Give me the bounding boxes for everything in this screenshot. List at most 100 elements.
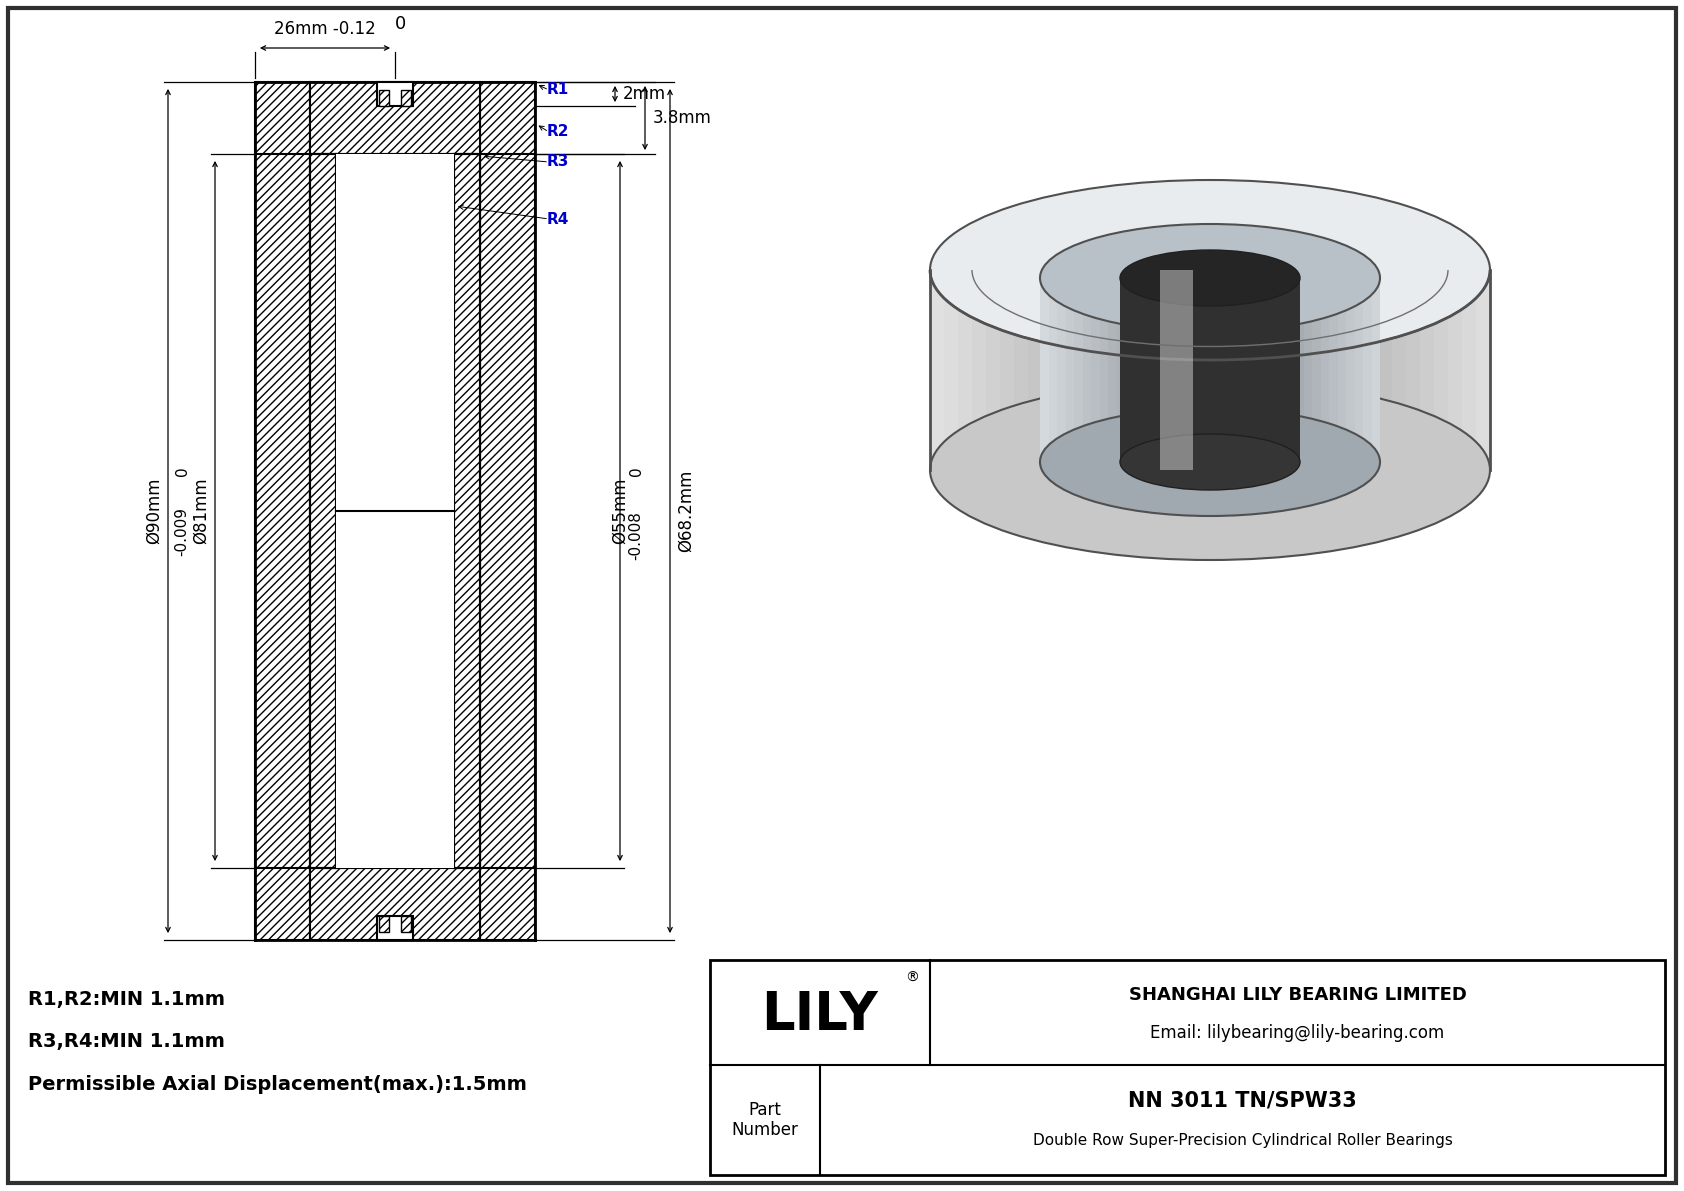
Bar (1042, 270, 1056, 470)
Bar (1159, 278, 1167, 463)
Bar (1150, 278, 1159, 463)
Bar (1219, 278, 1228, 463)
Bar (1000, 270, 1014, 470)
Text: 26mm -0.12: 26mm -0.12 (274, 20, 376, 38)
Bar (1420, 270, 1435, 470)
Bar (1354, 278, 1362, 463)
Text: R3,R4:MIN 1.1mm: R3,R4:MIN 1.1mm (29, 1033, 226, 1052)
Text: R4: R4 (547, 212, 569, 226)
Bar (1236, 278, 1244, 463)
Bar (1335, 270, 1351, 470)
Bar (1108, 278, 1116, 463)
Bar (377, 916, 413, 940)
Text: 0: 0 (175, 466, 190, 476)
Bar (1084, 270, 1098, 470)
Bar (310, 82, 480, 154)
Bar (1351, 270, 1364, 470)
Bar (1308, 270, 1322, 470)
Bar (1167, 278, 1175, 463)
Text: -0.008: -0.008 (628, 512, 643, 561)
Bar (1393, 270, 1406, 470)
Bar (1056, 270, 1069, 470)
Bar (1091, 278, 1100, 463)
Bar (1362, 278, 1371, 463)
Bar (1027, 270, 1042, 470)
Bar (1295, 278, 1303, 463)
Bar (1287, 278, 1295, 463)
Bar (1182, 270, 1196, 470)
Bar (1346, 278, 1354, 463)
Bar (1224, 270, 1238, 470)
Bar (1303, 278, 1312, 463)
Bar (945, 270, 958, 470)
Bar (711, 960, 1665, 1176)
Text: SHANGHAI LILY BEARING LIMITED: SHANGHAI LILY BEARING LIMITED (1128, 985, 1467, 1004)
Text: R3: R3 (547, 155, 569, 169)
Bar (1049, 278, 1058, 463)
Bar (310, 154, 337, 868)
Bar (1041, 278, 1049, 463)
Bar (1058, 278, 1066, 463)
Ellipse shape (930, 380, 1490, 560)
Ellipse shape (930, 180, 1490, 360)
Bar (1329, 278, 1337, 463)
Bar (1320, 278, 1329, 463)
Text: ®: ® (904, 971, 919, 985)
Bar (1192, 278, 1201, 463)
Text: Double Row Super-Precision Cylindrical Roller Bearings: Double Row Super-Precision Cylindrical R… (1032, 1133, 1452, 1147)
Bar (337, 154, 455, 868)
Bar (1337, 278, 1346, 463)
Text: NN 3011 TN/SPW33: NN 3011 TN/SPW33 (1128, 1090, 1357, 1110)
Text: Ø68.2mm: Ø68.2mm (677, 469, 695, 553)
Bar (1406, 270, 1420, 470)
Text: 0: 0 (394, 15, 406, 33)
Bar (1462, 270, 1475, 470)
Bar (1014, 270, 1027, 470)
Bar (1244, 278, 1253, 463)
Text: -0.009: -0.009 (175, 506, 190, 555)
Bar (310, 868, 480, 940)
Bar (1371, 278, 1379, 463)
Bar (1253, 278, 1261, 463)
Bar (1140, 270, 1154, 470)
Bar (1266, 270, 1280, 470)
Bar (987, 270, 1000, 470)
Bar (1211, 278, 1219, 463)
Bar (1475, 270, 1490, 470)
Bar (1120, 278, 1300, 463)
Bar (1270, 278, 1278, 463)
Bar (1066, 278, 1074, 463)
Bar (1251, 270, 1266, 470)
Bar (1322, 270, 1335, 470)
Bar (1083, 278, 1091, 463)
Bar (379, 91, 389, 106)
Bar (1278, 278, 1287, 463)
Bar (1175, 278, 1184, 463)
Bar (379, 916, 389, 933)
Bar (1312, 278, 1320, 463)
Bar (1169, 270, 1182, 470)
Text: Ø90mm: Ø90mm (145, 478, 163, 544)
Bar (1184, 278, 1192, 463)
Bar (1378, 270, 1393, 470)
Bar (1261, 278, 1270, 463)
Ellipse shape (1041, 224, 1379, 332)
Bar (401, 916, 411, 933)
Text: LILY: LILY (761, 990, 879, 1041)
Bar (1069, 270, 1084, 470)
Text: Ø81mm: Ø81mm (192, 478, 210, 544)
Bar (401, 91, 411, 106)
Bar (1074, 278, 1083, 463)
Bar (1133, 278, 1142, 463)
Bar (1293, 270, 1308, 470)
Bar (1116, 278, 1125, 463)
Text: Email: lilybearing@lily-bearing.com: Email: lilybearing@lily-bearing.com (1150, 1023, 1445, 1041)
Bar (1196, 270, 1211, 470)
Bar (1435, 270, 1448, 470)
Bar (1100, 278, 1108, 463)
Text: 0: 0 (628, 466, 643, 476)
Bar (1448, 270, 1462, 470)
Bar (972, 270, 987, 470)
Bar (377, 82, 413, 106)
Bar (1160, 270, 1194, 470)
